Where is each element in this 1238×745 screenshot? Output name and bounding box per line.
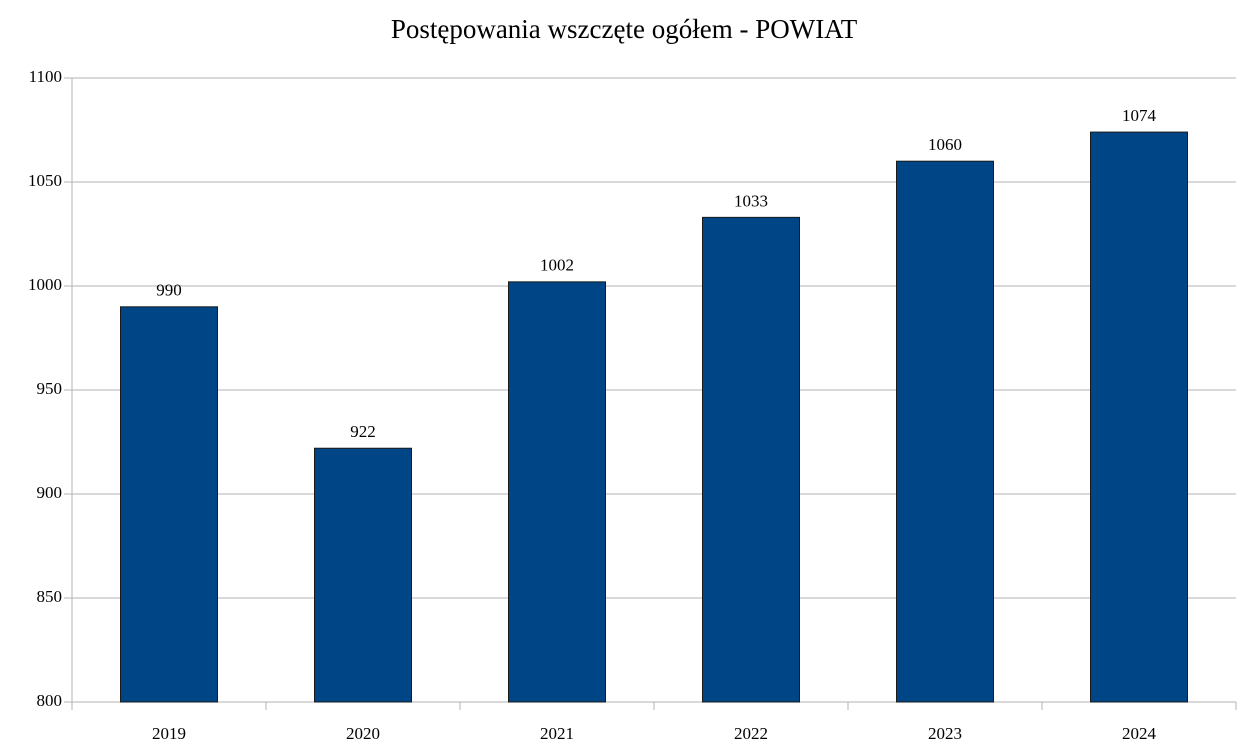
x-tick-label: 2024 xyxy=(1122,724,1157,743)
bar xyxy=(1090,131,1188,703)
bar xyxy=(314,447,412,703)
data-label: 1060 xyxy=(928,135,962,154)
data-label: 1074 xyxy=(1122,106,1157,125)
y-tick-label: 950 xyxy=(37,379,63,398)
y-tick-label: 900 xyxy=(37,483,63,502)
x-tick-label: 2022 xyxy=(734,724,768,743)
data-label: 1002 xyxy=(540,256,574,275)
y-tick-label: 850 xyxy=(37,587,63,606)
y-tick-label: 1100 xyxy=(29,67,62,86)
x-tick-label: 2020 xyxy=(346,724,380,743)
bar xyxy=(120,306,218,703)
bar xyxy=(896,160,994,703)
bar xyxy=(702,216,800,703)
chart-title: Postępowania wszczęte ogółem - POWIAT xyxy=(391,14,858,44)
x-tick-label: 2019 xyxy=(152,724,186,743)
data-label: 990 xyxy=(156,281,182,300)
y-tick-label: 800 xyxy=(37,691,63,710)
y-tick-label: 1000 xyxy=(28,275,62,294)
data-label: 1033 xyxy=(734,191,768,210)
x-tick-label: 2023 xyxy=(928,724,962,743)
x-tick-label: 2021 xyxy=(540,724,574,743)
bar xyxy=(508,281,606,703)
y-tick-label: 1050 xyxy=(28,171,62,190)
data-label: 922 xyxy=(350,422,376,441)
